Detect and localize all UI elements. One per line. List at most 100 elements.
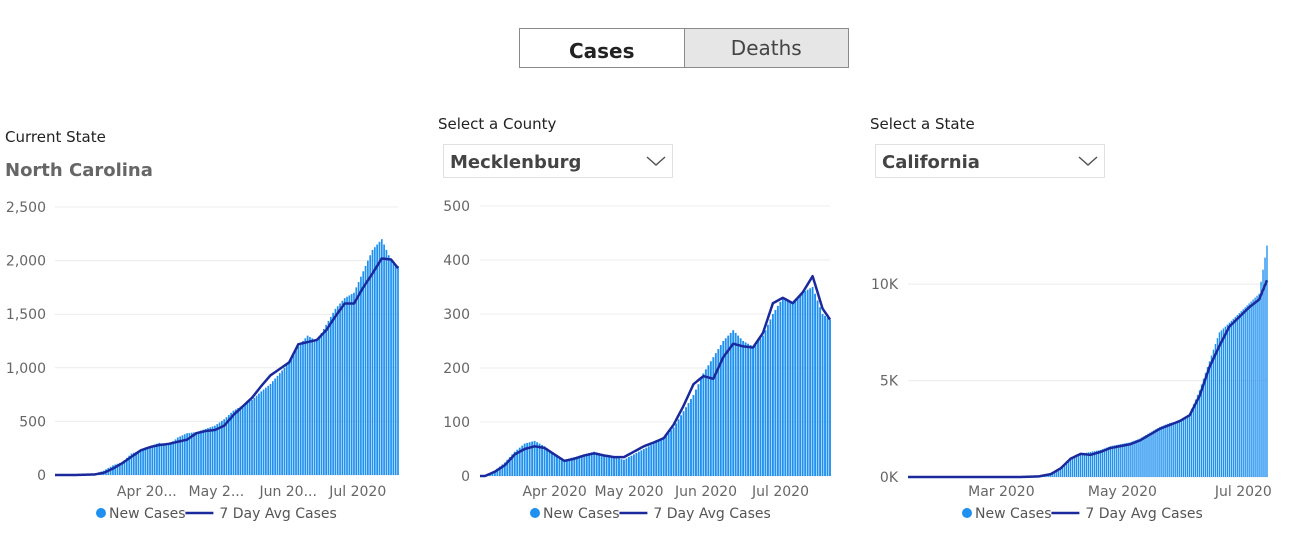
- new-cases-bar: [362, 271, 365, 475]
- new-cases-bar: [128, 455, 131, 475]
- new-cases-bar: [774, 309, 777, 476]
- new-cases-bar: [789, 301, 792, 476]
- new-cases-bar: [757, 341, 759, 476]
- new-cases-bar: [1069, 459, 1072, 477]
- new-cases-bar: [313, 339, 316, 475]
- new-cases-legend-marker: [96, 508, 106, 518]
- select-state-label: Select a State: [870, 115, 975, 133]
- new-cases-bar: [260, 391, 263, 475]
- new-cases-bar: [821, 314, 824, 476]
- new-cases-bar: [1236, 315, 1238, 477]
- new-cases-bar: [628, 457, 630, 476]
- new-cases-bar: [580, 455, 583, 476]
- new-cases-bar: [804, 291, 807, 476]
- new-cases-bar: [724, 338, 727, 476]
- new-cases-legend-marker: [530, 508, 540, 518]
- new-cases-bar: [615, 457, 618, 476]
- new-cases-bar: [598, 453, 601, 476]
- new-cases-bar: [672, 427, 675, 476]
- chart-legend: New Cases 7 Day Avg Cases: [530, 506, 771, 522]
- new-cases-bar: [367, 260, 369, 475]
- new-cases-bar: [251, 399, 253, 475]
- new-cases-bar: [593, 451, 596, 476]
- new-cases-bar: [1196, 394, 1199, 477]
- new-cases-bar: [1266, 245, 1268, 477]
- new-cases-bar: [223, 419, 226, 475]
- new-cases-bar: [516, 449, 519, 476]
- new-cases-bar: [1165, 424, 1167, 477]
- new-cases-bar: [1260, 281, 1262, 477]
- new-cases-bar: [1226, 324, 1229, 477]
- county-dropdown[interactable]: Mecklenburg: [443, 144, 673, 178]
- new-cases-bar: [1262, 269, 1264, 477]
- new-cases-bar: [1119, 444, 1121, 477]
- new-cases-bar: [732, 330, 735, 476]
- new-cases-bar: [538, 443, 541, 476]
- new-cases-bar: [501, 464, 504, 476]
- new-cases-bar: [496, 468, 499, 476]
- y-tick-label: 10K: [871, 277, 899, 293]
- new-cases-bar: [234, 409, 237, 475]
- new-cases-bar: [1198, 390, 1201, 477]
- new-cases-bar: [714, 353, 717, 476]
- new-cases-bar: [680, 415, 682, 476]
- new-cases-bar: [360, 276, 362, 475]
- new-cases-bar: [371, 249, 374, 475]
- new-cases-legend-marker: [962, 508, 972, 518]
- new-cases-bar: [1137, 439, 1139, 477]
- new-cases-bar: [156, 443, 158, 475]
- cases-tab[interactable]: Cases: [520, 29, 684, 67]
- new-cases-bar: [325, 324, 327, 475]
- new-cases-bar: [1208, 361, 1211, 477]
- new-cases-bar: [1202, 378, 1205, 477]
- new-cases-bar: [1177, 421, 1179, 477]
- new-cases-bar: [1125, 443, 1127, 477]
- new-cases-bar: [1210, 355, 1213, 477]
- new-cases-bar: [588, 453, 591, 476]
- chevron-down-icon: [646, 156, 666, 167]
- new-cases-bar: [179, 436, 181, 475]
- new-cases-bar: [719, 345, 722, 476]
- new-cases-bar: [618, 458, 620, 476]
- new-cases-bar: [739, 338, 742, 476]
- new-cases-bar: [717, 349, 720, 476]
- new-cases-bar: [1230, 320, 1232, 477]
- y-tick-label: 0: [37, 468, 46, 484]
- new-cases-bar: [132, 452, 135, 475]
- new-cases-bar: [1186, 414, 1189, 477]
- new-cases-bar: [771, 314, 774, 476]
- new-cases-bar: [1121, 443, 1123, 477]
- state-dropdown[interactable]: California: [875, 144, 1105, 178]
- new-cases-bar: [531, 441, 534, 476]
- new-cases-bar: [1258, 293, 1260, 477]
- new-cases-bar: [583, 454, 586, 476]
- new-cases-bar: [1079, 453, 1082, 477]
- new-cases-bar: [142, 449, 144, 475]
- new-cases-bar: [1107, 446, 1110, 477]
- select-county-label: Select a County: [438, 115, 557, 133]
- new-cases-bar: [1087, 452, 1090, 477]
- new-cases-bar: [1115, 444, 1117, 477]
- deaths-tab[interactable]: Deaths: [683, 29, 848, 67]
- new-cases-bar: [267, 385, 270, 475]
- new-cases-bar: [1062, 465, 1064, 477]
- new-cases-bar: [353, 292, 355, 475]
- new-cases-bar: [503, 462, 506, 476]
- new-cases-bar: [565, 459, 568, 477]
- new-cases-bar: [690, 399, 692, 476]
- new-cases-bar: [1252, 299, 1254, 477]
- new-cases-bar: [160, 443, 163, 475]
- new-cases-bar: [357, 282, 360, 475]
- new-cases-bar: [211, 426, 214, 475]
- new-cases-bar: [1091, 451, 1094, 477]
- new-cases-bar: [498, 466, 501, 476]
- new-cases-bar: [1131, 441, 1133, 477]
- new-cases-bar: [336, 306, 339, 475]
- legend-label: 7 Day Avg Cases: [653, 506, 770, 522]
- new-cases-bar: [558, 457, 561, 476]
- new-cases-bar: [801, 292, 804, 476]
- new-cases-bar: [153, 444, 156, 475]
- new-cases-bar: [364, 265, 367, 475]
- new-cases-bar: [709, 361, 712, 476]
- new-cases-bar: [1238, 313, 1240, 477]
